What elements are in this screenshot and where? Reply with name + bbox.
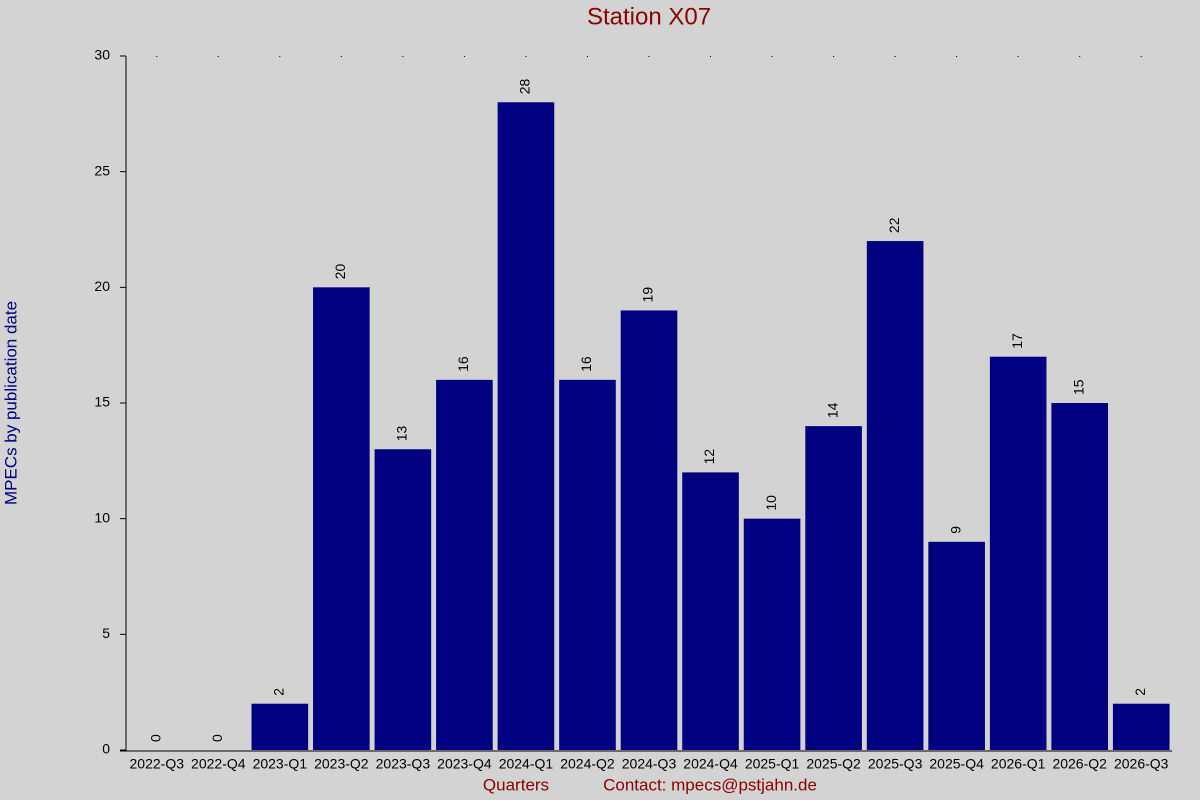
value-label: 14 <box>824 402 840 418</box>
x-tick-label: 2024-Q2 <box>560 756 615 772</box>
bar <box>928 541 985 750</box>
bar <box>989 356 1047 750</box>
y-tick-label: 20 <box>94 278 110 294</box>
bar <box>805 426 862 750</box>
x-tick-label: 2022-Q3 <box>130 756 185 772</box>
value-label: 2 <box>271 688 287 696</box>
bar <box>1112 703 1170 750</box>
value-label: 9 <box>947 526 963 534</box>
bar <box>436 379 493 750</box>
x-tick-label: 2026-Q2 <box>1052 756 1107 772</box>
x-tick-label: 2024-Q1 <box>499 756 554 772</box>
bar <box>313 287 370 750</box>
contact: Contact: mpecs@pstjahn.de <box>603 775 817 794</box>
x-tick-label: 2022-Q4 <box>191 756 246 772</box>
bar <box>743 518 801 750</box>
value-label: 10 <box>763 495 779 511</box>
value-label: 12 <box>701 449 717 465</box>
bar <box>682 472 739 750</box>
y-axis-label: MPECs by publication date <box>1 301 20 505</box>
y-tick-label: 10 <box>94 509 110 525</box>
bar <box>559 379 616 750</box>
x-tick-label: 2025-Q2 <box>806 756 861 772</box>
value-label: 2 <box>1132 688 1148 696</box>
value-label: 16 <box>578 356 594 372</box>
value-label: 16 <box>455 356 471 372</box>
bar <box>251 703 309 750</box>
bar <box>374 449 432 750</box>
bar <box>497 102 555 751</box>
bar <box>1051 403 1109 750</box>
x-tick-label: 2023-Q2 <box>314 756 369 772</box>
y-tick-label: 5 <box>102 625 110 641</box>
x-tick-label: 2024-Q3 <box>622 756 677 772</box>
bar <box>866 241 924 751</box>
y-tick-label: 25 <box>94 162 110 178</box>
value-label: 19 <box>640 287 656 303</box>
value-label: 22 <box>886 217 902 233</box>
value-label: 20 <box>332 264 348 280</box>
x-tick-label: 2025-Q3 <box>868 756 923 772</box>
x-tick-label: 2025-Q1 <box>745 756 800 772</box>
x-tick-label: 2023-Q4 <box>437 756 492 772</box>
value-label: 17 <box>1009 333 1025 349</box>
x-tick-label: 2026-Q1 <box>991 756 1046 772</box>
x-tick-label: 2026-Q3 <box>1114 756 1169 772</box>
y-tick-label: 0 <box>102 741 110 757</box>
value-label: 0 <box>147 734 163 742</box>
chart-title: Station X07 <box>587 3 711 30</box>
x-tick-label: 2023-Q3 <box>376 756 431 772</box>
value-label: 0 <box>209 734 225 742</box>
x-tick-label: 2023-Q1 <box>253 756 308 772</box>
bar <box>620 310 678 750</box>
y-tick-label: 15 <box>94 394 110 410</box>
value-label: 28 <box>517 78 533 94</box>
y-tick-label: 30 <box>94 47 110 63</box>
x-tick-label: 2025-Q4 <box>929 756 984 772</box>
x-tick-label: 2024-Q4 <box>683 756 738 772</box>
value-label: 13 <box>394 425 410 441</box>
value-label: 15 <box>1070 379 1086 395</box>
x-axis-label: Quarters <box>483 775 549 794</box>
